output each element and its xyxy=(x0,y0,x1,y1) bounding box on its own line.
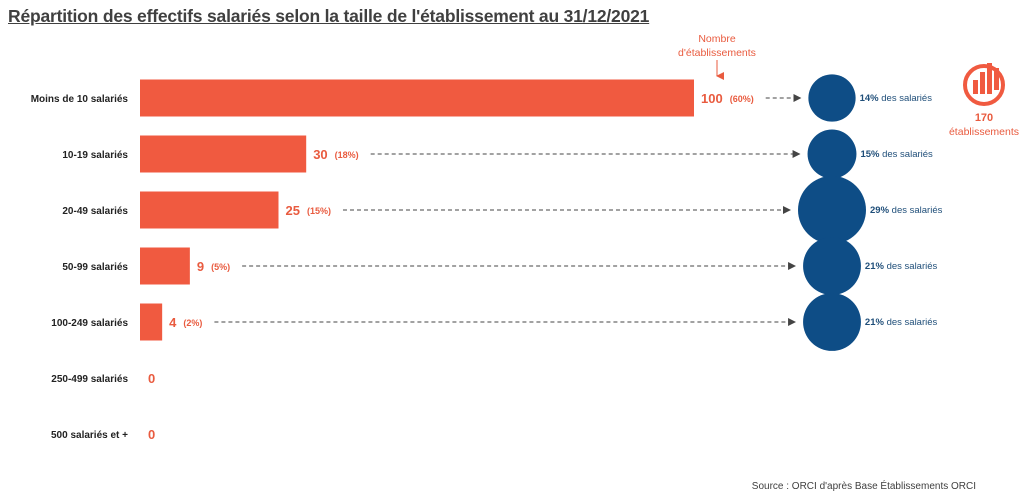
category-label: 20-49 salariés xyxy=(62,206,128,217)
chart-area: Moins de 10 salariés 100 (60%) 14% des sala… xyxy=(0,0,1024,502)
bar-value: 4 xyxy=(169,315,177,330)
employee-share-label: 14% des salariés xyxy=(860,93,933,104)
bar xyxy=(140,136,306,173)
total-count: 170 xyxy=(975,112,993,124)
bar-chart-circle-icon xyxy=(965,63,1003,104)
employee-share-label: 21% des salariés xyxy=(865,317,938,328)
employee-share-bubble xyxy=(798,176,866,244)
category-label: 100-249 salariés xyxy=(51,318,128,329)
employee-share-bubble xyxy=(803,293,861,351)
header-line-2: d'établissements xyxy=(678,47,756,59)
employee-share-label: 15% des salariés xyxy=(860,149,933,160)
bar xyxy=(140,248,190,285)
employee-share-label: 21% des salariés xyxy=(865,261,938,272)
employee-share-bubble xyxy=(808,74,855,121)
bar-value: 0 xyxy=(148,371,155,386)
category-label: 500 salariés et + xyxy=(51,430,128,441)
bar-value: 25 xyxy=(286,203,300,218)
bar-value: 100 xyxy=(701,91,723,106)
employee-share-bubble xyxy=(808,130,857,179)
header-line-1: Nombre xyxy=(698,33,736,45)
total-block: 170 établissements xyxy=(949,63,1019,138)
employee-share-label: 29% des salariés xyxy=(870,205,943,216)
bar-percent: (18%) xyxy=(335,150,359,160)
column-header: Nombre d'établissements xyxy=(678,33,756,76)
source-note: Source : ORCI d'après Base Établissement… xyxy=(752,481,976,492)
bar-percent: (15%) xyxy=(307,206,331,216)
category-label: 50-99 salariés xyxy=(62,262,128,273)
bar-percent: (5%) xyxy=(211,262,230,272)
bar xyxy=(140,80,694,117)
bar xyxy=(140,192,279,229)
bar-percent: (60%) xyxy=(730,94,754,104)
bar-value: 0 xyxy=(148,427,155,442)
category-label: 250-499 salariés xyxy=(51,374,128,385)
bar-percent: (2%) xyxy=(183,318,202,328)
bar xyxy=(140,304,162,341)
total-label: établissements xyxy=(949,126,1019,138)
bar-value: 30 xyxy=(313,147,327,162)
employee-share-bubble xyxy=(803,237,861,295)
category-label: Moins de 10 salariés xyxy=(31,94,129,105)
category-label: 10-19 salariés xyxy=(62,150,128,161)
bar-value: 9 xyxy=(197,259,204,274)
